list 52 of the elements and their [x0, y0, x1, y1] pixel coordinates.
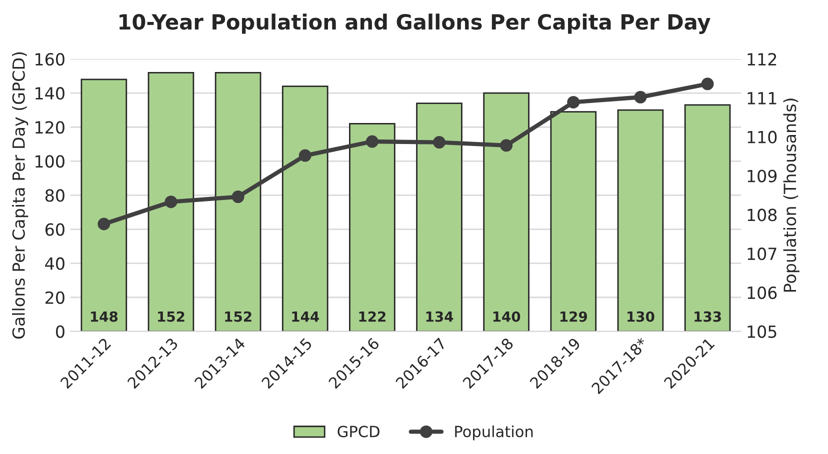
y2-tick-label: 111	[748, 92, 776, 104]
y-axis-title: Gallons Per Capita Per Day (GPCD)	[12, 52, 28, 339]
point	[634, 90, 647, 104]
bar	[282, 86, 328, 332]
point	[98, 218, 110, 230]
point	[567, 96, 580, 108]
y-tick-label: 140	[36, 87, 64, 100]
point	[500, 139, 513, 152]
data-label: 148	[90, 311, 118, 322]
data-label: 133	[694, 311, 721, 322]
data-label: 129	[560, 311, 587, 322]
y2-tick-label: 109	[748, 170, 777, 182]
point	[701, 78, 714, 90]
data-label: 152	[225, 311, 252, 322]
legend-label: Population	[455, 425, 533, 440]
bar	[416, 102, 462, 332]
y-tick-label: 20	[46, 291, 64, 304]
data-label: 122	[359, 311, 386, 322]
point	[433, 136, 446, 149]
y-tick-label: 100	[36, 155, 64, 168]
bar	[550, 111, 597, 332]
point	[366, 135, 378, 148]
data-label: 134	[426, 311, 454, 322]
y-tick-label: 60	[45, 223, 64, 236]
bar	[148, 72, 194, 332]
y-tick-label: 0	[56, 325, 64, 338]
point	[298, 149, 312, 162]
data-label: 152	[158, 311, 184, 322]
y2-tick-label: 112	[748, 52, 776, 66]
y-tick-label: 80	[45, 189, 64, 202]
y2-tick-label: 108	[748, 208, 777, 222]
bar	[483, 92, 530, 332]
bar	[617, 109, 664, 332]
bar	[349, 123, 396, 332]
y-tick-label: 120	[36, 121, 64, 134]
point	[232, 190, 244, 204]
y2-axis-title: Population (Thousands)	[783, 98, 800, 292]
y2-tick-label: 105	[748, 325, 776, 338]
point	[164, 196, 178, 208]
bar	[684, 104, 731, 332]
chart-title: 10-Year Population and Gallons Per Capita Per Day	[120, 14, 710, 34]
bar	[80, 78, 128, 332]
y2-tick-label: 110	[748, 130, 777, 144]
y-tick-label: 40	[45, 257, 64, 270]
data-label: 130	[628, 311, 654, 322]
data-label: 140	[493, 311, 520, 322]
legend-label: GPCD	[338, 426, 380, 438]
y2-tick-label: 106	[748, 286, 777, 300]
data-label: 144	[292, 312, 319, 322]
y-tick-label: 160	[36, 52, 64, 66]
y2-tick-label: 107	[748, 248, 776, 260]
bar	[214, 72, 262, 332]
